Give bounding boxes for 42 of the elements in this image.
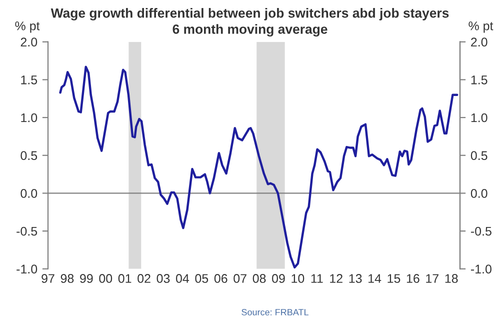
- y-tick-label: 2.0: [20, 38, 38, 47]
- x-tick-label: 02: [138, 274, 150, 283]
- line-series: [59, 66, 458, 268]
- x-tick-label: 04: [176, 274, 190, 283]
- y-tick-label: 1.5: [21, 76, 38, 84]
- x-tick-label: 98: [60, 274, 74, 283]
- x-tick-label: 00: [99, 274, 112, 283]
- x-tick-label: 97: [42, 274, 54, 283]
- y-axis-title: % pt: [15, 22, 40, 33]
- y-tick-label: -1.0: [16, 264, 38, 274]
- x-tick-label: 09: [272, 274, 285, 283]
- y2-axis-title: % pt: [468, 22, 494, 33]
- x-tick-label: 05: [195, 274, 208, 283]
- y-tick-label: 1.0: [21, 113, 38, 122]
- x-tick-label: 17: [426, 274, 438, 283]
- x-tick-label: 15: [388, 274, 400, 283]
- y2-tick-label: 0.0: [470, 189, 488, 198]
- x-tick-label: 07: [234, 274, 246, 283]
- y2-tick-label: 0.5: [470, 151, 488, 160]
- x-tick-label: 16: [406, 274, 420, 283]
- x-tick-label: 01: [118, 274, 132, 283]
- y2-tick-label: 1.5: [471, 76, 488, 84]
- x-tick-label: 18: [445, 274, 458, 283]
- y-tick-label: 0.0: [20, 189, 38, 198]
- chart-title: Wage growth differential between job switchers abd job stayers: [50, 8, 449, 20]
- x-tick-label: 08: [252, 274, 266, 283]
- y-tick-label: 0.5: [20, 151, 38, 160]
- y2-tick-label: -1.0: [470, 264, 492, 274]
- y-tick-label: -0.5: [16, 226, 38, 236]
- x-tick-label: 10: [292, 274, 304, 283]
- x-tick-label: 03: [156, 274, 170, 283]
- source-note: Source: FRBATL: [242, 308, 308, 316]
- x-tick-label: 11: [311, 274, 323, 283]
- y2-tick-label: 1.0: [471, 113, 488, 122]
- y2-tick-label: 2.0: [471, 38, 488, 47]
- chart-subtitle: 6 month moving average: [172, 24, 328, 37]
- x-tick-label: 13: [349, 274, 362, 283]
- y2-tick-label: -0.5: [470, 226, 492, 236]
- x-tick-label: 99: [80, 274, 93, 283]
- x-tick-label: 12: [330, 274, 342, 283]
- x-tick-label: 14: [368, 274, 382, 283]
- x-tick-label: 06: [214, 274, 228, 283]
